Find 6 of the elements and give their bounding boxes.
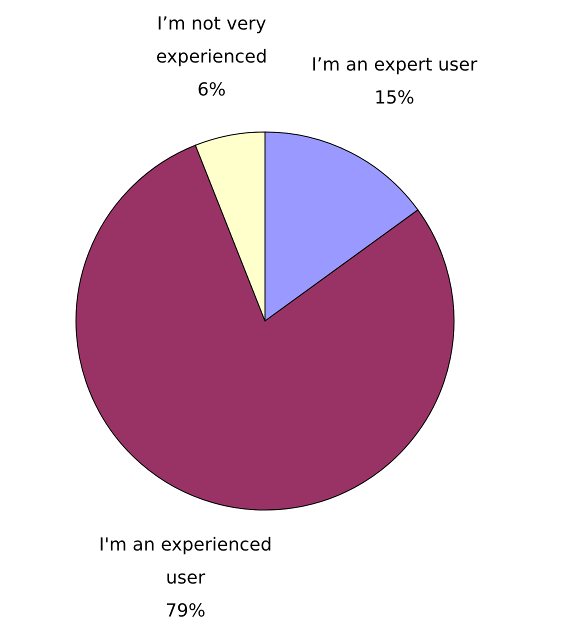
data-label: 79% [165, 600, 206, 622]
data-label: 15% [374, 88, 414, 109]
slice-label: I’m an expert user [311, 54, 478, 76]
slice-label: I’m not very experienced [156, 14, 268, 68]
slice-label: I'm an experienced user [99, 534, 272, 588]
data-label: 6% [197, 80, 226, 101]
